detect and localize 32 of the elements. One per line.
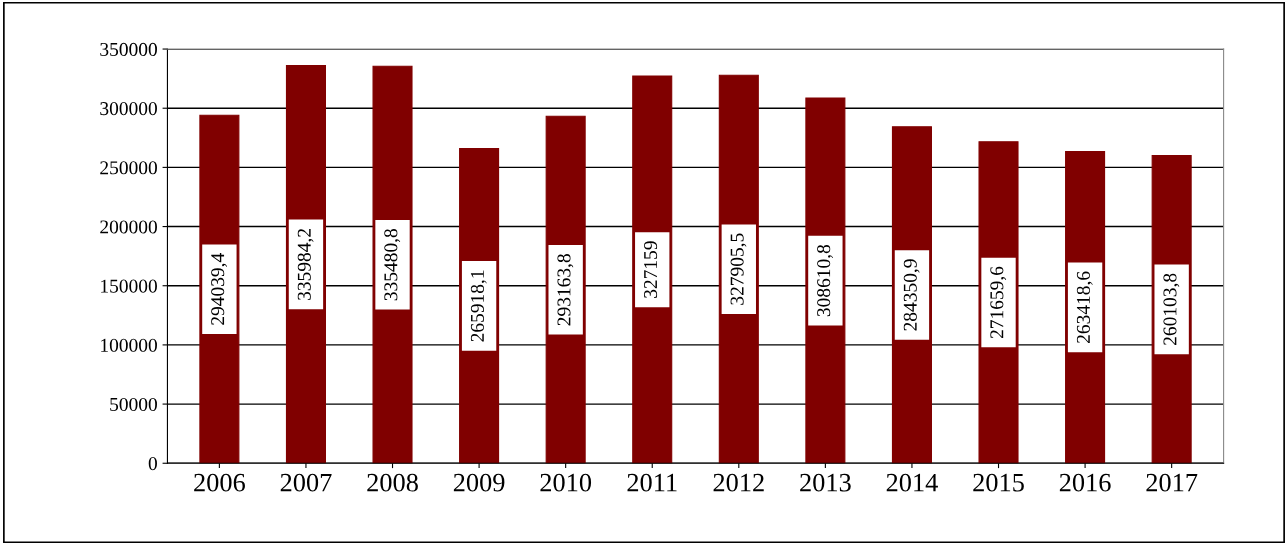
data-label: 327159 [644, 241, 658, 298]
data-label: 293163,8 [557, 254, 574, 326]
data-label: 271659,6 [990, 266, 1007, 339]
data-label: 327905,5 [730, 233, 747, 305]
x-tick-label: 2008 [367, 473, 418, 492]
x-tick-label: 2017 [1146, 473, 1198, 492]
data-label: 335984,2 [297, 229, 314, 300]
data-label: 308610,8 [817, 244, 834, 317]
data-label: 263418,6 [1076, 271, 1093, 343]
x-tick-label: 2006 [194, 473, 245, 492]
data-label: 294039,4 [211, 253, 228, 325]
x-tick-label: 2010 [540, 473, 592, 492]
x-tick-label: 2011 [627, 473, 677, 492]
data-label: 265918,1 [470, 270, 487, 342]
x-tick-label: 2016 [1059, 473, 1111, 492]
y-tick-label: 350000 [100, 42, 157, 56]
data-label: 284350,9 [903, 259, 920, 331]
x-tick-label: 2014 [886, 473, 938, 492]
x-tick-label: 2009 [453, 473, 505, 492]
y-tick-label: 100000 [101, 338, 157, 352]
data-label: 335480,8 [384, 229, 401, 301]
x-tick-label: 2013 [800, 473, 851, 492]
x-tick-label: 2007 [280, 473, 332, 492]
x-tick-label: 2015 [973, 473, 1024, 492]
y-tick-label: 0 [148, 457, 157, 471]
x-tick-label: 2012 [713, 473, 764, 492]
data-label: 260103,8 [1163, 273, 1180, 345]
y-tick-label: 200000 [100, 220, 157, 234]
y-tick-label: 150000 [101, 279, 157, 293]
y-tick-label: 250000 [100, 161, 157, 175]
y-tick-label: 300000 [100, 102, 157, 116]
y-tick-label: 50000 [110, 397, 157, 412]
